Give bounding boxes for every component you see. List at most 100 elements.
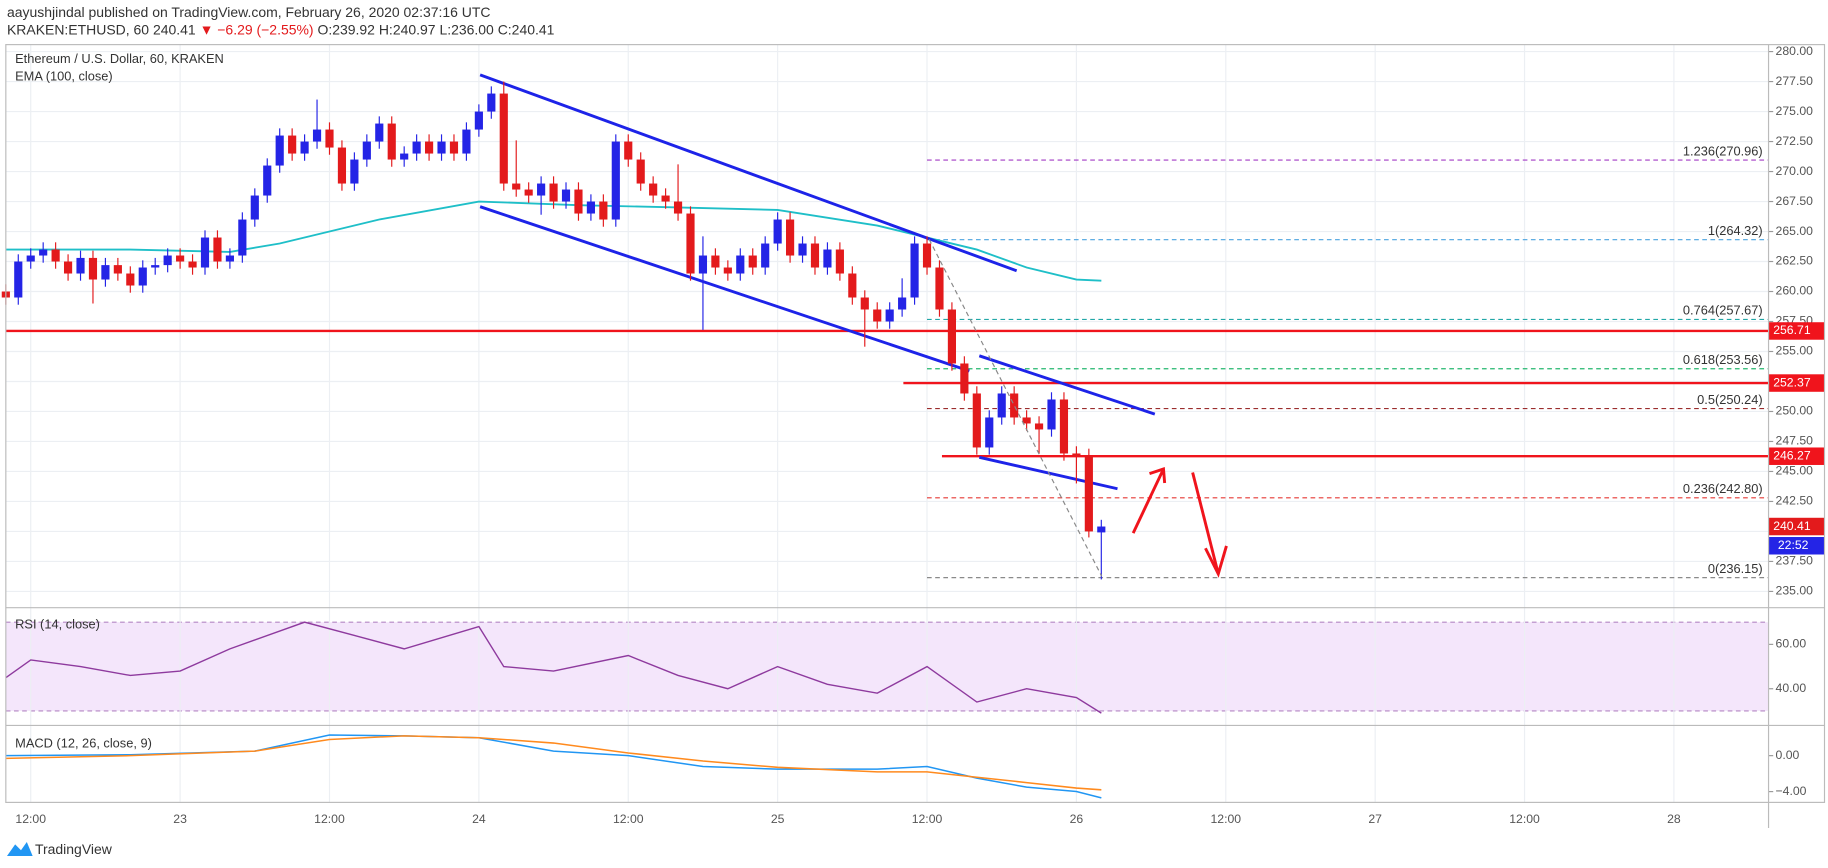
candle-body [250,195,259,220]
countdown-label: 22:52 [1778,538,1809,552]
legend-rsi: RSI (14, close) [15,617,100,632]
candle-body [798,243,807,256]
price-tag-label: 240.41 [1773,519,1811,533]
fib-label: 1.236(270.96) [1683,143,1763,158]
candle-body [76,257,85,274]
candle-body [1022,417,1031,424]
rsi-band [5,622,1769,711]
candle-body [412,141,421,154]
candle-body [1097,526,1106,533]
x-tick-label: 12:00 [15,812,46,826]
candle-body [176,255,185,262]
candle-body [63,261,73,274]
symbol: KRAKEN:ETHUSD, 60 [7,21,149,37]
y-tick-label: 235.00 [1776,584,1814,598]
y-tick-label: 242.50 [1776,494,1814,508]
candle-body [213,237,222,262]
y-tick-label: 270.00 [1776,164,1814,178]
candle-body [325,129,334,148]
x-tick-label: 12:00 [912,812,943,826]
price-tag-label: 256.71 [1773,323,1811,337]
x-tick-label: 26 [1070,812,1084,826]
arrow-up [1131,468,1165,534]
x-tick-label: 12:00 [314,812,345,826]
fib-label: 0.618(253.56) [1683,352,1763,367]
candle-body [263,165,272,196]
candle-body [288,135,297,154]
rsi-line [5,621,1102,714]
candle-body [138,267,147,286]
candle-body [1034,423,1044,430]
trend-line [978,354,1156,416]
candle-body [537,183,546,196]
candle-body [188,261,197,268]
candle-body [101,265,110,280]
candle-body [462,129,471,154]
y-tick-label: 237.50 [1776,554,1814,568]
annotation-arrows [1131,467,1228,578]
legend-ema: EMA (100, close) [15,69,113,84]
candle-body [910,243,919,298]
y-tick-label: 247.50 [1776,434,1814,448]
candle-body [499,93,508,184]
candle-body [487,93,496,112]
x-tick-label: 23 [173,812,187,826]
candle-body [14,261,23,298]
candle-body [711,255,720,268]
y-tick-label: 245.00 [1776,464,1814,478]
candle-body [898,297,907,310]
candle-body [300,141,309,154]
y-tick-label: 40.00 [1776,681,1807,695]
logo-mark [6,842,33,857]
price-tag [1768,374,1825,392]
candle-body [113,265,122,274]
candle-body [449,141,459,154]
price: 240.41 [153,21,196,37]
fib-label: 1(264.32) [1708,223,1763,238]
y-tick-label: 275.00 [1776,104,1814,118]
fib-label: 0.5(250.24) [1697,392,1763,407]
brand: TradingView [35,841,113,857]
candle-body [985,417,994,448]
candle-body [599,201,608,220]
ohlc-l: L:236.00 [439,21,494,37]
header-line: KRAKEN:ETHUSD, 60 240.41 ▼ −6.29 (−2.55%… [7,21,555,37]
trend-line [479,205,970,373]
candle-body [238,219,247,256]
ohlc-o: O:239.92 [317,21,375,37]
candle-body [312,129,322,142]
brand-logo [6,842,33,857]
candle-body [1010,393,1019,418]
candle-body [474,111,483,130]
candle-body [723,267,732,274]
y-tick-label: 280.00 [1776,44,1814,58]
legend-title: Ethereum / U.S. Dollar, 60, KRAKEN [15,51,224,66]
y-tick-label: 262.50 [1776,254,1814,268]
arrow-head [1204,545,1228,578]
candle-body [574,189,583,214]
candle-body [885,309,894,322]
candle-body [337,147,347,184]
price-tag-label: 252.37 [1773,375,1811,389]
candle-body [860,297,869,310]
countdown-tag [1768,537,1825,555]
candle-body [935,267,944,310]
arrow-down [1191,472,1220,575]
y-tick-label: 277.50 [1776,74,1814,88]
candle-body [922,243,932,268]
y-tick-label: 265.00 [1776,224,1814,238]
candle-body [786,219,795,256]
candle-body [997,393,1006,418]
x-tick-label: 12:00 [613,812,644,826]
fib-connector [928,239,1103,577]
fib-label: 0(236.15) [1708,561,1763,576]
arrow-head [1149,467,1167,484]
candle-body [698,255,708,274]
y-tick-label: 250.00 [1776,404,1814,418]
x-tick-label: 24 [472,812,486,826]
frame [5,44,1826,803]
y-tick-label: 255.00 [1776,344,1814,358]
x-tick-label: 12:00 [1509,812,1540,826]
